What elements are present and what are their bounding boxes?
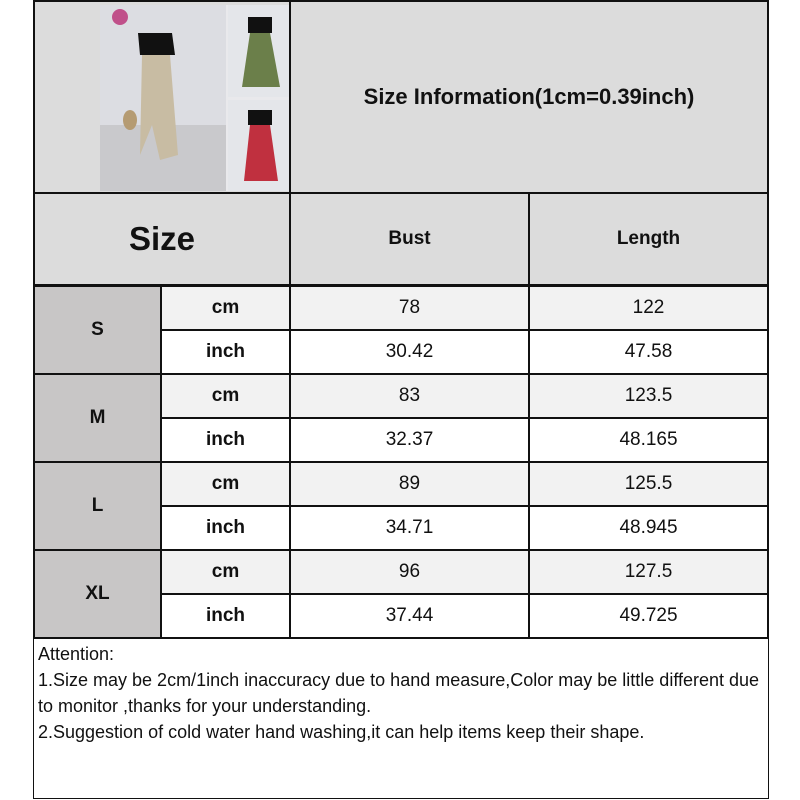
- size-label-text: L: [91, 495, 104, 516]
- length-value-text: 125.5: [624, 473, 673, 494]
- bust-value-text: 78: [398, 297, 421, 318]
- length-value: 122: [528, 285, 769, 331]
- bust-value: 89: [289, 461, 530, 507]
- page-title: Size Information(1cm=0.39inch): [363, 84, 695, 109]
- length-value: 48.165: [528, 417, 769, 463]
- product-photo-cell: [33, 0, 293, 194]
- title-cell: Size Information(1cm=0.39inch): [289, 0, 769, 194]
- unit-label: inch: [160, 505, 291, 551]
- bust-value: 37.44: [289, 593, 530, 639]
- unit-label: cm: [160, 461, 291, 507]
- bust-value-text: 32.37: [385, 429, 434, 450]
- unit-label-text: inch: [205, 517, 246, 538]
- bust-value-text: 30.42: [385, 341, 434, 362]
- bust-value-text: 96: [398, 561, 421, 582]
- unit-label: inch: [160, 417, 291, 463]
- unit-label-text: cm: [211, 297, 240, 318]
- bust-value: 34.71: [289, 505, 530, 551]
- length-value-text: 48.945: [619, 517, 678, 538]
- unit-label-text: cm: [211, 473, 240, 494]
- length-value-text: 47.58: [624, 341, 673, 362]
- unit-label-text: cm: [211, 561, 240, 582]
- length-header-label: Length: [616, 228, 681, 249]
- unit-label-text: inch: [205, 341, 246, 362]
- size-header-label: Size: [128, 220, 196, 257]
- length-value-text: 49.725: [619, 605, 678, 626]
- unit-label-text: cm: [211, 385, 240, 406]
- length-value: 127.5: [528, 549, 769, 595]
- length-value: 123.5: [528, 373, 769, 419]
- attention-line-1: 1.Size may be 2cm/1inch inaccuracy due t…: [38, 670, 760, 716]
- size-label-text: M: [89, 407, 106, 428]
- bust-header: Bust: [289, 192, 530, 286]
- length-value-text: 123.5: [624, 385, 673, 406]
- bust-value-text: 83: [398, 385, 421, 406]
- attention-notes: Attention: 1.Size may be 2cm/1inch inacc…: [33, 637, 769, 799]
- bust-value: 96: [289, 549, 530, 595]
- attention-line-2: 2.Suggestion of cold water hand washing,…: [38, 722, 645, 742]
- bust-value-text: 34.71: [385, 517, 434, 538]
- unit-label: inch: [160, 329, 291, 375]
- bust-value: 83: [289, 373, 530, 419]
- size-label: S: [33, 285, 162, 375]
- bust-value-text: 37.44: [385, 605, 434, 626]
- length-header: Length: [528, 192, 769, 286]
- bust-value: 30.42: [289, 329, 530, 375]
- length-value: 49.725: [528, 593, 769, 639]
- unit-label: cm: [160, 373, 291, 419]
- length-value: 47.58: [528, 329, 769, 375]
- length-value-text: 48.165: [619, 429, 678, 450]
- length-value-text: 127.5: [624, 561, 673, 582]
- attention-heading: Attention:: [38, 644, 115, 664]
- size-label-text: S: [91, 319, 104, 340]
- size-label: L: [33, 461, 162, 551]
- length-value: 125.5: [528, 461, 769, 507]
- bust-value: 78: [289, 285, 530, 331]
- length-value-text: 122: [632, 297, 665, 318]
- unit-label-text: inch: [205, 429, 246, 450]
- size-label: XL: [33, 549, 162, 639]
- length-value: 48.945: [528, 505, 769, 551]
- size-label-text: XL: [85, 583, 110, 604]
- size-header: Size: [33, 192, 291, 286]
- unit-label: cm: [160, 549, 291, 595]
- bust-value-text: 89: [398, 473, 421, 494]
- size-label: M: [33, 373, 162, 463]
- unit-label: cm: [160, 285, 291, 331]
- unit-label-text: inch: [205, 605, 246, 626]
- unit-label: inch: [160, 593, 291, 639]
- product-photo: [100, 5, 293, 191]
- bust-header-label: Bust: [388, 228, 431, 249]
- bust-value: 32.37: [289, 417, 530, 463]
